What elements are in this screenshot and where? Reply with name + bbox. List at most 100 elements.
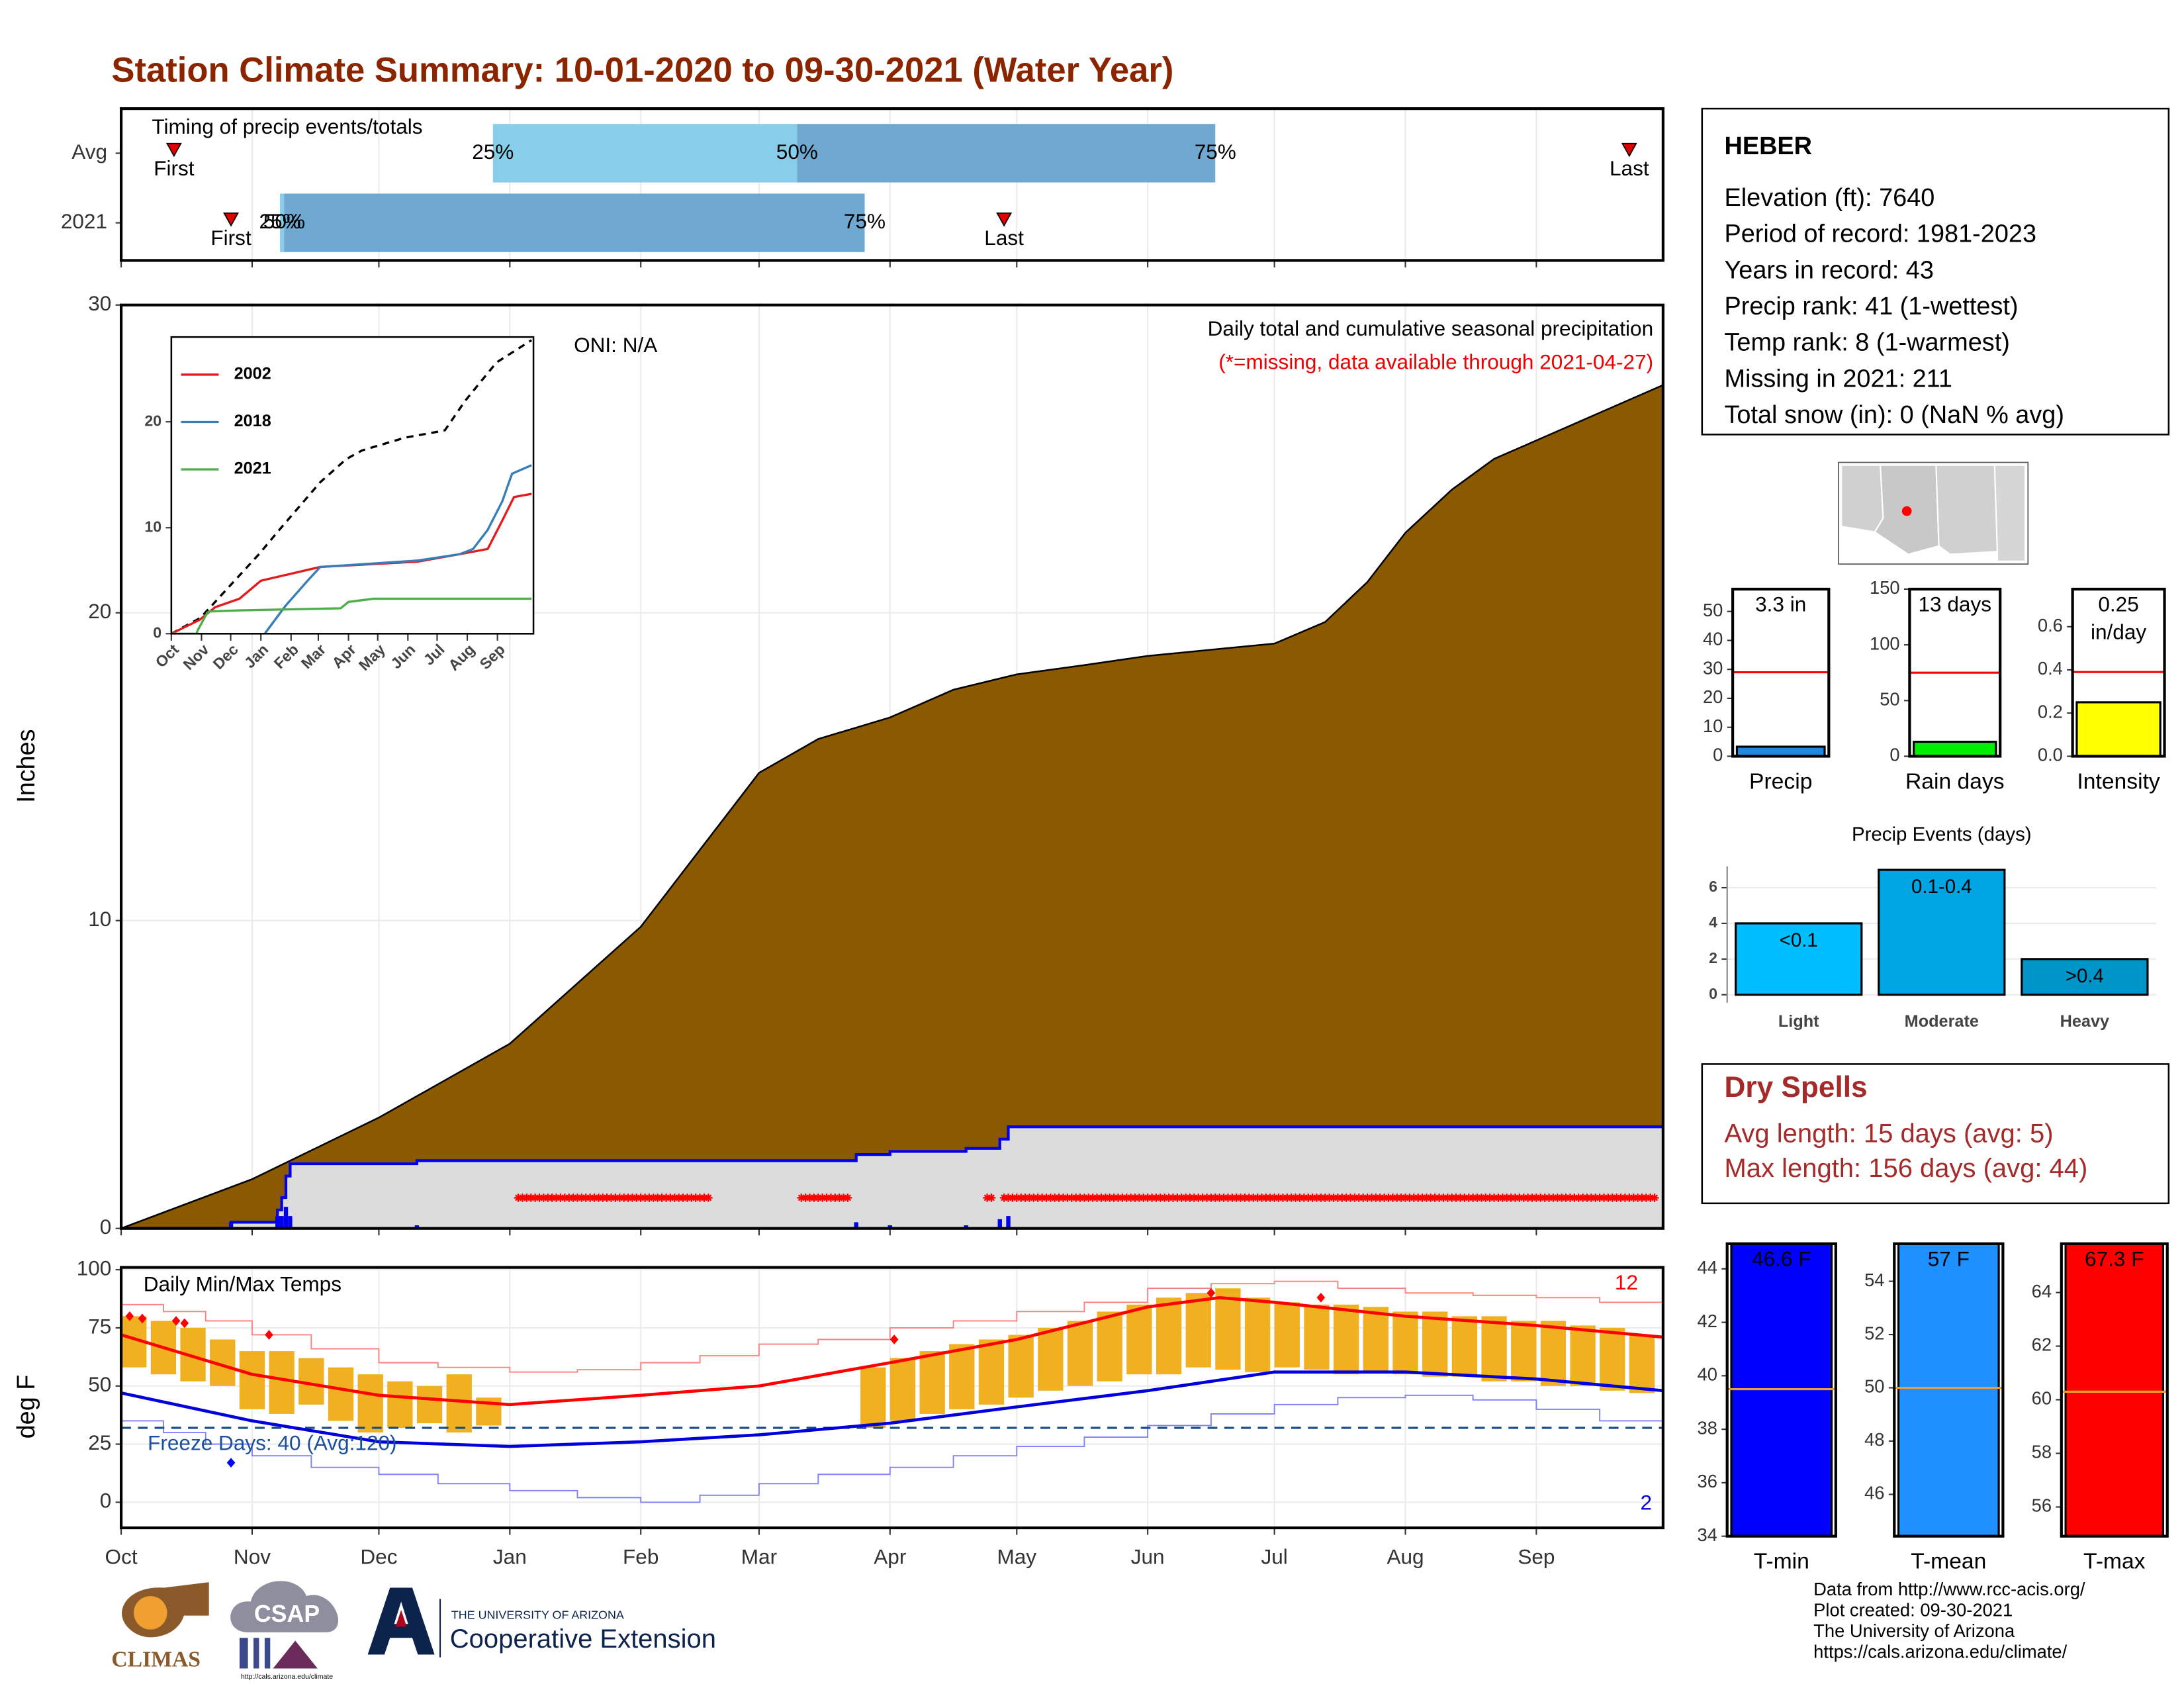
- y-tick-label: 0: [1889, 745, 1899, 765]
- y-tick-label: 100: [1870, 633, 1900, 653]
- x-axis-label: T-min: [1754, 1550, 1809, 1574]
- missing-marker: [1473, 1194, 1482, 1202]
- y-tick-label: 50: [88, 1372, 111, 1396]
- missing-marker: [1219, 1194, 1228, 1202]
- missing-marker: [1439, 1194, 1448, 1202]
- category-label: Light: [1778, 1012, 1819, 1031]
- missing-marker: [1169, 1194, 1177, 1202]
- x-axis-label: T-mean: [1911, 1550, 1986, 1574]
- missing-marker: [1139, 1194, 1148, 1202]
- y-tick-label: 10: [88, 907, 111, 931]
- missing-marker: [1257, 1194, 1266, 1202]
- missing-marker: [556, 1194, 565, 1202]
- y-tick-label: 46: [1864, 1483, 1884, 1503]
- y-tick-label: 30: [88, 291, 111, 315]
- cumulative-average-area: [121, 384, 1663, 1229]
- missing-marker: [1350, 1194, 1359, 1202]
- missing-marker: [632, 1194, 641, 1202]
- missing-marker: [1126, 1194, 1135, 1202]
- missing-marker: [801, 1194, 810, 1202]
- missing-marker: [1008, 1194, 1017, 1202]
- x-tick-label: Aug: [1387, 1545, 1424, 1569]
- missing-marker: [1430, 1194, 1439, 1202]
- missing-marker: [1194, 1194, 1203, 1202]
- missing-marker: [1384, 1194, 1393, 1202]
- missing-marker: [636, 1194, 645, 1202]
- daily-bar: [414, 1225, 420, 1229]
- missing-marker: [645, 1194, 654, 1202]
- missing-marker: [514, 1194, 523, 1202]
- missing-marker: [691, 1194, 700, 1202]
- missing-marker: [657, 1194, 666, 1202]
- missing-marker: [700, 1194, 709, 1202]
- value-label: 0.1-0.4: [1911, 876, 1972, 898]
- missing-marker: [1447, 1194, 1457, 1202]
- legend-label: 2002: [234, 365, 271, 383]
- observed-range: [1304, 1304, 1330, 1370]
- daily-bar: [887, 1225, 892, 1229]
- missing-marker: [1498, 1194, 1507, 1202]
- missing-marker: [1177, 1194, 1186, 1202]
- panel-title: Daily Min/Max Temps: [144, 1272, 341, 1295]
- legend-label: 2021: [234, 459, 271, 478]
- x-tick-label: Jul: [1261, 1545, 1287, 1569]
- station-line: Temp rank: 8 (1-warmest): [1724, 329, 2009, 357]
- missing-marker: [1451, 1194, 1461, 1202]
- missing-marker: [1291, 1194, 1300, 1202]
- y-tick-label: 50: [1703, 600, 1723, 620]
- missing-marker: [1561, 1194, 1570, 1202]
- observed-range: [1156, 1297, 1182, 1375]
- missing-marker: [662, 1194, 670, 1202]
- missing-marker: [543, 1194, 553, 1202]
- missing-marker: [535, 1194, 544, 1202]
- y-tick-label: 30: [1703, 657, 1723, 678]
- station-line: Elevation (ft): 7640: [1724, 184, 1934, 212]
- y-tick-label: 40: [1703, 629, 1723, 649]
- subtitle: Daily total and cumulative seasonal prec…: [1208, 316, 1653, 340]
- missing-marker: [1164, 1194, 1173, 1202]
- missing-marker: [1152, 1194, 1161, 1202]
- missing-marker: [1206, 1194, 1216, 1202]
- category-label: Moderate: [1905, 1012, 1979, 1031]
- dry-spells-box: [1701, 1063, 2170, 1205]
- missing-marker: [623, 1194, 633, 1202]
- missing-marker: [818, 1194, 827, 1202]
- quantile-label: 50%: [263, 209, 305, 233]
- y-tick-label: 54: [1864, 1270, 1884, 1290]
- y-tick-label: 150: [1870, 577, 1900, 598]
- missing-marker: [1604, 1194, 1613, 1202]
- dry-spells-title: Dry Spells: [1724, 1071, 1867, 1103]
- bar: [1913, 740, 1997, 757]
- avg-max-line: [121, 1295, 1663, 1407]
- y-tick-label: 0.2: [2038, 701, 2063, 722]
- missing-marker: [1392, 1194, 1402, 1202]
- missing-marker: [1600, 1194, 1608, 1202]
- row-label: Avg: [71, 140, 107, 164]
- missing-marker: [1566, 1194, 1574, 1202]
- missing-marker: [1122, 1194, 1131, 1202]
- missing-marker: [831, 1194, 840, 1202]
- x-tick-label: Jun: [1131, 1545, 1165, 1569]
- value-label: 46.6 F: [1752, 1248, 1811, 1272]
- inset-line: [263, 464, 532, 634]
- missing-marker: [670, 1194, 679, 1202]
- daily-bar: [275, 1216, 280, 1229]
- event-marker: [996, 212, 1013, 227]
- observed-range: [1392, 1311, 1418, 1375]
- missing-marker: [1490, 1194, 1498, 1202]
- legend-label: 2018: [234, 412, 271, 430]
- missing-marker: [1046, 1194, 1055, 1202]
- missing-marker: [560, 1194, 569, 1202]
- y-tick-label: 0.6: [2038, 615, 2063, 635]
- logo-url: http://cals.arizona.edu/climate: [241, 1673, 333, 1681]
- missing-marker: [1414, 1194, 1422, 1202]
- missing-marker: [683, 1194, 692, 1202]
- station-line: Missing in 2021: 211: [1724, 365, 1952, 393]
- missing-marker: [1017, 1194, 1025, 1202]
- missing-marker: [1595, 1194, 1604, 1202]
- missing-marker: [1578, 1194, 1587, 1202]
- observed-range: [1363, 1307, 1388, 1372]
- missing-marker: [1409, 1194, 1418, 1202]
- quantile-label: 50%: [776, 140, 818, 164]
- x-tick-label: Feb: [623, 1545, 659, 1569]
